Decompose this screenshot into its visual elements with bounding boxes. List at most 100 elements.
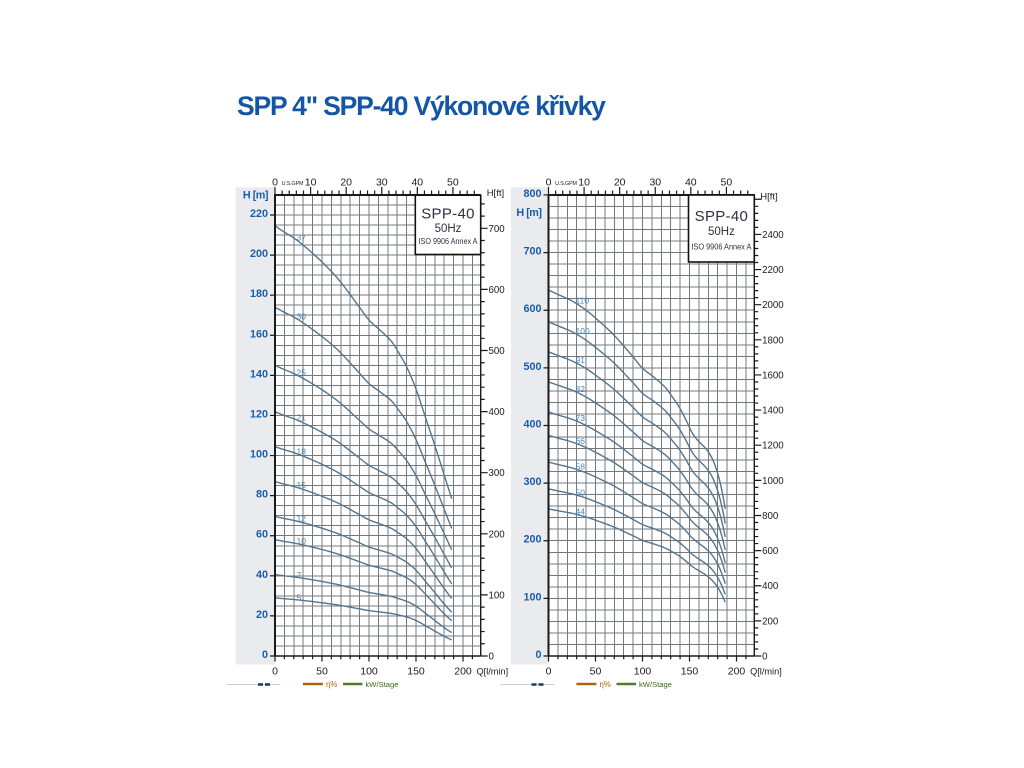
svg-text:0: 0	[272, 177, 278, 189]
svg-text:50Hz: 50Hz	[435, 223, 462, 235]
svg-text:100: 100	[523, 591, 541, 603]
svg-text:30: 30	[297, 311, 307, 321]
svg-text:82: 82	[576, 384, 586, 394]
svg-text:40: 40	[685, 177, 697, 189]
svg-text:U.S.GPM: U.S.GPM	[555, 181, 577, 187]
svg-text:Q[l/min]: Q[l/min]	[477, 667, 509, 677]
svg-text:SPP-40: SPP-40	[695, 208, 749, 225]
svg-text:0: 0	[762, 652, 768, 663]
svg-text:200: 200	[728, 666, 746, 678]
svg-text:300: 300	[489, 468, 506, 479]
svg-text:1600: 1600	[762, 370, 784, 381]
svg-text:400: 400	[489, 407, 506, 418]
svg-text:0: 0	[272, 666, 278, 678]
svg-text:U.S.GPM: U.S.GPM	[282, 181, 304, 187]
svg-text:30: 30	[649, 177, 661, 189]
svg-text:100: 100	[576, 326, 590, 336]
svg-text:600: 600	[523, 303, 541, 315]
svg-text:700: 700	[489, 224, 506, 235]
svg-text:300: 300	[523, 476, 541, 488]
svg-text:100: 100	[250, 449, 268, 461]
svg-text:7: 7	[297, 570, 302, 580]
svg-text:73: 73	[576, 413, 586, 423]
svg-text:500: 500	[523, 361, 541, 373]
svg-text:200: 200	[489, 529, 506, 540]
svg-text:800: 800	[523, 188, 541, 200]
svg-text:18: 18	[297, 446, 307, 456]
svg-text:700: 700	[523, 246, 541, 258]
svg-text:0: 0	[262, 649, 268, 661]
svg-text:H [m]: H [m]	[243, 189, 268, 201]
svg-text:10: 10	[297, 536, 307, 546]
svg-text:Q[l/min]: Q[l/min]	[750, 667, 782, 677]
svg-text:20: 20	[614, 177, 626, 189]
svg-text:50: 50	[316, 666, 328, 678]
svg-text:15: 15	[297, 480, 307, 490]
svg-text:180: 180	[250, 288, 268, 300]
svg-text:ISO 9906 Annex A: ISO 9906 Annex A	[419, 236, 478, 246]
svg-text:30: 30	[376, 177, 388, 189]
svg-text:40: 40	[411, 177, 423, 189]
svg-text:44: 44	[576, 507, 586, 517]
svg-text:12: 12	[297, 514, 307, 524]
svg-text:0: 0	[546, 666, 552, 678]
svg-text:20: 20	[256, 609, 268, 621]
svg-text:200: 200	[762, 616, 779, 627]
svg-text:20: 20	[340, 177, 352, 189]
svg-text:H [m]: H [m]	[516, 207, 541, 219]
svg-text:1800: 1800	[762, 335, 784, 346]
svg-text:200: 200	[454, 666, 472, 678]
svg-text:kW/Stage: kW/Stage	[639, 680, 672, 689]
svg-text:50Hz: 50Hz	[708, 226, 735, 238]
svg-text:50: 50	[590, 666, 602, 678]
svg-text:220: 220	[250, 208, 268, 220]
svg-text:66: 66	[576, 436, 586, 446]
svg-text:150: 150	[681, 666, 699, 678]
svg-text:100: 100	[360, 666, 378, 678]
svg-text:60: 60	[256, 529, 268, 541]
svg-text:η%: η%	[600, 680, 611, 689]
svg-text:200: 200	[250, 248, 268, 260]
svg-text:1000: 1000	[762, 476, 784, 487]
svg-text:H[ft]: H[ft]	[760, 192, 777, 203]
svg-text:0: 0	[546, 177, 552, 189]
svg-text:10: 10	[578, 177, 590, 189]
svg-text:500: 500	[489, 346, 506, 357]
svg-text:kW/Stage: kW/Stage	[366, 680, 399, 689]
svg-text:1400: 1400	[762, 406, 784, 417]
svg-text:2200: 2200	[762, 265, 784, 276]
svg-text:140: 140	[250, 368, 268, 380]
svg-text:40: 40	[256, 569, 268, 581]
svg-text:10: 10	[305, 177, 317, 189]
svg-text:H[ft]: H[ft]	[487, 188, 504, 199]
svg-text:25: 25	[297, 368, 307, 378]
svg-text:400: 400	[523, 419, 541, 431]
svg-text:400: 400	[762, 581, 779, 592]
svg-text:5: 5	[297, 593, 302, 603]
svg-text:SPP-40: SPP-40	[421, 206, 475, 223]
svg-text:50: 50	[447, 177, 459, 189]
svg-text:100: 100	[489, 590, 506, 601]
svg-text:0: 0	[489, 652, 495, 663]
svg-text:91: 91	[576, 355, 586, 365]
svg-text:600: 600	[489, 285, 506, 296]
svg-text:200: 200	[523, 534, 541, 546]
svg-text:η%: η%	[326, 680, 337, 689]
svg-text:2400: 2400	[762, 230, 784, 241]
svg-text:100: 100	[634, 666, 652, 678]
svg-text:150: 150	[407, 666, 425, 678]
svg-text:2000: 2000	[762, 300, 784, 311]
svg-text:0: 0	[535, 649, 541, 661]
svg-text:80: 80	[256, 489, 268, 501]
svg-text:1200: 1200	[762, 441, 784, 452]
svg-text:160: 160	[250, 328, 268, 340]
svg-text:120: 120	[250, 409, 268, 421]
svg-text:58: 58	[576, 462, 586, 472]
svg-text:21: 21	[297, 413, 307, 423]
svg-text:50: 50	[576, 487, 586, 497]
svg-text:37: 37	[297, 233, 307, 243]
svg-text:50: 50	[721, 177, 733, 189]
svg-text:800: 800	[762, 511, 779, 522]
svg-text:ISO 9906 Annex A: ISO 9906 Annex A	[691, 241, 751, 251]
svg-text:600: 600	[762, 546, 779, 557]
